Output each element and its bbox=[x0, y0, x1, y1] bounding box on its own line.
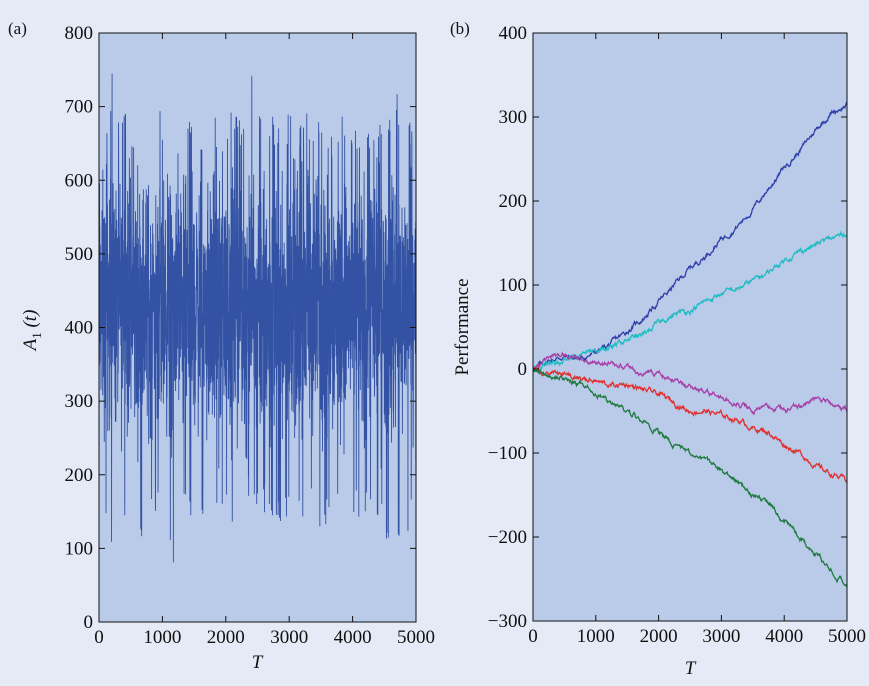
panel-b-xtick-label: 1000 bbox=[577, 626, 615, 647]
panel-b-ytick-label: 0 bbox=[518, 359, 528, 380]
panel-b-xtick-label: 2000 bbox=[640, 626, 678, 647]
panel-a-ylabel-sub: 1 bbox=[29, 332, 44, 339]
panel-a-ytick-label: 300 bbox=[65, 391, 94, 412]
panel-b-ytick-label: 400 bbox=[499, 23, 528, 44]
panel-b-ytick-label: 300 bbox=[499, 107, 528, 128]
panel-a-label: (a) bbox=[8, 19, 27, 38]
panel-a-xtick-label: 5000 bbox=[397, 627, 435, 648]
panel-b-series-3-line bbox=[532, 350, 848, 416]
panel-b-xtick-label: 0 bbox=[528, 626, 538, 647]
panel-a-ticks: 0 1000 2000 3000 4000 5000 0 100 200 300 400 500 600… bbox=[65, 23, 436, 648]
panel-b: 0 1000 2000 3000 4000 5000 −300 −200 −100 0 100 200… bbox=[450, 19, 866, 679]
panel-b-ytick-label: −300 bbox=[488, 611, 527, 632]
panel-b-ytick-label: 200 bbox=[499, 191, 528, 212]
panel-a-ylabel-tail: (t) bbox=[20, 310, 41, 333]
panel-b-xlabel: T bbox=[685, 658, 697, 679]
panel-b-plot-area bbox=[533, 33, 847, 621]
panel-b-series-1-line bbox=[532, 101, 848, 373]
panel-b-series-4-line bbox=[532, 365, 848, 483]
panel-a: 0 1000 2000 3000 4000 5000 0 100 200 300 400 500 600… bbox=[8, 19, 435, 673]
panel-b-ytick-label: 100 bbox=[499, 275, 528, 296]
panel-a-xtick-label: 4000 bbox=[334, 627, 372, 648]
panel-b-series bbox=[532, 101, 848, 588]
panel-a-ytick-label: 400 bbox=[65, 318, 94, 339]
panel-b-xtick-label: 4000 bbox=[765, 626, 803, 647]
panel-a-xtick-label: 2000 bbox=[207, 627, 245, 648]
panel-a-xlabel: T bbox=[252, 652, 264, 673]
panel-a-ylabel-main: A bbox=[20, 338, 41, 352]
panel-b-xtick-label: 5000 bbox=[828, 626, 866, 647]
panel-b-ytick-label: −100 bbox=[488, 443, 527, 464]
panel-a-ytick-label: 600 bbox=[65, 170, 94, 191]
panel-a-ytick-label: 700 bbox=[65, 97, 94, 118]
panel-a-ytick-label: 200 bbox=[65, 465, 94, 486]
panel-b-label: (b) bbox=[450, 19, 470, 38]
panel-b-series-2-line bbox=[532, 230, 848, 371]
panel-b-frame bbox=[532, 32, 848, 622]
panel-a-series-line bbox=[98, 73, 417, 563]
panel-b-series-5-line bbox=[532, 368, 848, 588]
panel-a-series bbox=[98, 73, 417, 563]
panel-a-xtick-label: 3000 bbox=[270, 627, 308, 648]
panel-b-ticks: 0 1000 2000 3000 4000 5000 −300 −200 −100 0 100 200… bbox=[488, 23, 866, 647]
panel-b-xtick-label: 3000 bbox=[702, 626, 740, 647]
panel-a-ytick-label: 0 bbox=[84, 612, 94, 633]
panel-b-ytick-label: −200 bbox=[488, 527, 527, 548]
panel-b-ylabel: Performance bbox=[452, 278, 473, 375]
panel-a-ylabel: A1 (t) bbox=[20, 310, 44, 353]
panel-a-xtick-label: 1000 bbox=[143, 627, 181, 648]
panel-a-xtick-label: 0 bbox=[94, 627, 104, 648]
panel-a-ytick-label: 500 bbox=[65, 244, 94, 265]
panel-a-ytick-label: 800 bbox=[65, 23, 94, 44]
panel-a-ytick-label: 100 bbox=[65, 538, 94, 559]
